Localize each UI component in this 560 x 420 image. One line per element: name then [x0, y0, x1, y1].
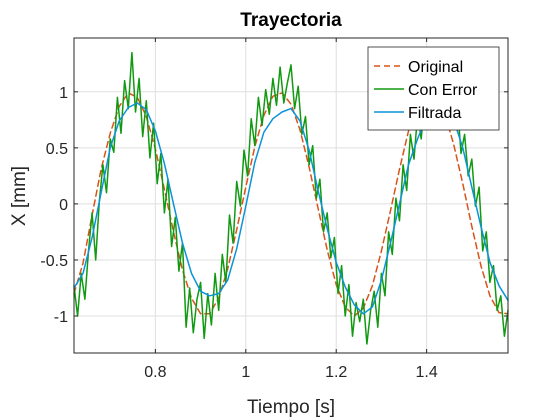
- x-tick-label: 0.8: [144, 364, 166, 381]
- y-tick-label: 1: [59, 85, 68, 102]
- y-tick-label: 0.5: [46, 141, 68, 158]
- y-tick-label: -1: [54, 309, 68, 326]
- x-tick-label: 1: [241, 364, 250, 381]
- y-tick-label: 0: [59, 197, 68, 214]
- x-axis-label: Tiempo [s]: [247, 397, 335, 418]
- y-axis-label: X [mm]: [9, 166, 30, 226]
- x-tick-label: 1.2: [325, 364, 347, 381]
- chart-title: Trayectoria: [240, 10, 342, 31]
- legend: Original Con Error Filtrada: [368, 47, 499, 130]
- y-tick-label: -0.5: [40, 253, 68, 270]
- legend-label: Original: [408, 59, 463, 76]
- legend-label: Con Error: [408, 82, 478, 99]
- legend-label: Filtrada: [408, 105, 461, 122]
- x-tick-label: 1.4: [416, 364, 438, 381]
